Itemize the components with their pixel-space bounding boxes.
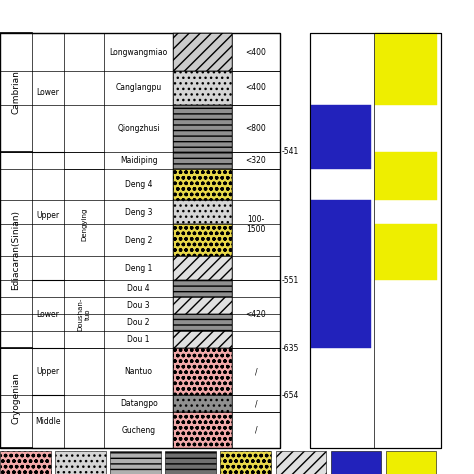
Text: Cambrian: Cambrian	[12, 71, 20, 114]
Text: Dou 2: Dou 2	[128, 318, 150, 327]
Bar	[220, 451, 271, 474]
Text: Deng 3: Deng 3	[125, 208, 153, 217]
Bar	[165, 451, 216, 474]
Text: <400: <400	[246, 48, 266, 57]
Text: Lower: Lower	[36, 310, 60, 319]
Text: Dengying: Dengying	[81, 208, 87, 241]
Bar	[173, 412, 232, 448]
Text: Canglangpu: Canglangpu	[116, 83, 162, 92]
Text: <400: <400	[246, 83, 266, 92]
Bar	[110, 451, 161, 474]
Text: <800: <800	[246, 124, 266, 133]
Text: Cryogenian: Cryogenian	[12, 372, 20, 424]
Text: Upper: Upper	[36, 211, 60, 220]
Text: Datangpo: Datangpo	[120, 399, 157, 408]
Text: -541: -541	[282, 147, 299, 156]
Text: Deng 4: Deng 4	[125, 180, 153, 189]
Bar	[173, 152, 232, 169]
Text: <420: <420	[246, 310, 266, 319]
Bar	[173, 395, 232, 412]
Bar	[173, 314, 232, 331]
Bar	[275, 451, 326, 474]
Bar	[173, 256, 232, 280]
Text: /: /	[255, 426, 257, 435]
Text: 100-
1500: 100- 1500	[246, 215, 265, 234]
Text: Dou 4: Dou 4	[128, 284, 150, 293]
Text: Ediacaran(Sinian): Ediacaran(Sinian)	[12, 210, 20, 290]
Bar	[331, 451, 381, 474]
Bar	[310, 33, 441, 448]
Text: -551: -551	[282, 276, 299, 285]
Text: Qiongzhusi: Qiongzhusi	[118, 124, 160, 133]
Text: Deng 2: Deng 2	[125, 236, 152, 245]
Bar	[55, 451, 106, 474]
Text: Dou 1: Dou 1	[128, 335, 150, 344]
Bar	[173, 33, 232, 71]
Text: Longwangmiao: Longwangmiao	[109, 48, 168, 57]
Bar	[375, 225, 437, 280]
Bar	[0, 33, 280, 448]
Text: Lower: Lower	[36, 88, 60, 97]
Bar	[386, 451, 437, 474]
Text: -635: -635	[282, 344, 300, 353]
Bar	[173, 331, 232, 348]
Text: /: /	[255, 399, 257, 408]
Bar	[173, 297, 232, 314]
Text: Maidiping: Maidiping	[120, 155, 157, 164]
Bar	[311, 280, 371, 348]
Text: Gucheng: Gucheng	[122, 426, 155, 435]
Text: Upper: Upper	[36, 367, 60, 376]
Bar	[0, 451, 51, 474]
Bar	[173, 225, 232, 256]
Text: Middle: Middle	[36, 417, 61, 426]
Bar	[375, 33, 437, 105]
Text: -654: -654	[282, 391, 300, 400]
Bar	[310, 33, 441, 448]
Text: Doushan-
tuo: Doushan- tuo	[78, 298, 91, 331]
Bar	[311, 200, 371, 280]
Bar	[173, 105, 232, 152]
Bar	[173, 71, 232, 105]
Bar	[375, 152, 437, 200]
Bar	[173, 348, 232, 395]
Text: Dou 3: Dou 3	[128, 301, 150, 310]
Text: <320: <320	[246, 155, 266, 164]
Text: /: /	[255, 367, 257, 376]
Text: Nantuo: Nantuo	[125, 367, 153, 376]
Bar	[311, 105, 371, 169]
Bar	[173, 169, 232, 200]
Text: Deng 1: Deng 1	[125, 264, 152, 273]
Bar	[173, 280, 232, 297]
Bar	[173, 200, 232, 225]
